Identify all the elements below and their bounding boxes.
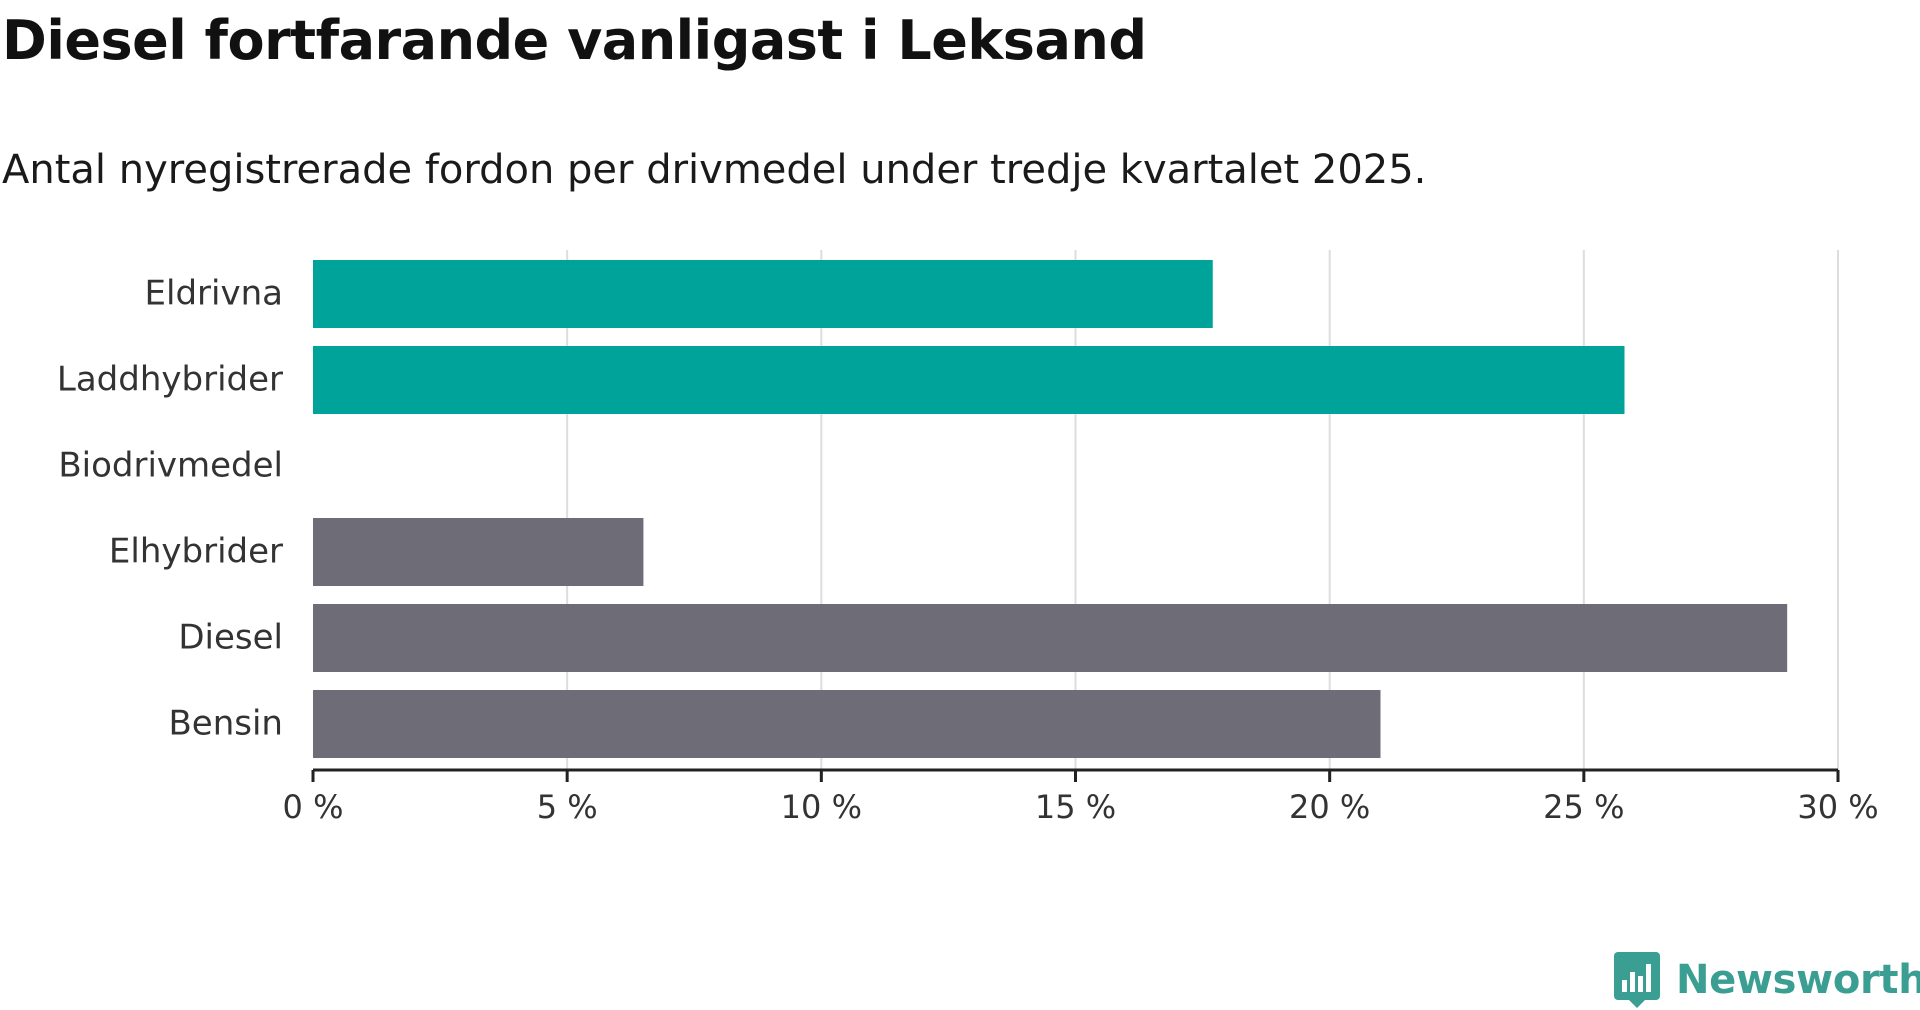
bar-laddhybrider — [313, 346, 1625, 414]
bar-diesel — [313, 604, 1788, 672]
category-label: Diesel — [178, 618, 283, 658]
chart-title: Diesel fortfarande vanligast i Leksand — [2, 9, 1147, 72]
category-label: Biodrivmedel — [58, 446, 283, 486]
chart-subtitle: Antal nyregistrerade fordon per drivmede… — [2, 147, 1427, 193]
category-label: Elhybrider — [109, 532, 283, 572]
bar-elhybrider — [313, 518, 644, 586]
x-tick-label: 0 % — [283, 788, 344, 826]
bars — [313, 260, 1788, 758]
category-labels: Eldrivna Laddhybrider Biodrivmedel Elhybrid… — [57, 274, 283, 744]
category-label: Eldrivna — [145, 274, 283, 314]
x-tick-label: 30 % — [1797, 788, 1878, 826]
gridlines — [566, 250, 1839, 770]
x-tick-label: 25 % — [1543, 788, 1624, 826]
category-label: Laddhybrider — [57, 360, 283, 400]
x-tick-label: 20 % — [1289, 788, 1370, 826]
category-label: Bensin — [168, 704, 283, 744]
bar-chart-icon — [1614, 952, 1660, 1008]
bar-chart: Eldrivna Laddhybrider Biodrivmedel Elhybrid… — [57, 250, 1879, 826]
x-tick-label: 15 % — [1035, 788, 1116, 826]
x-tick-label: 5 % — [537, 788, 598, 826]
x-tick-label: 10 % — [781, 788, 862, 826]
bar-eldrivna — [313, 260, 1213, 328]
bar-bensin — [313, 690, 1381, 758]
newsworthy-logo: Newsworthy — [1612, 950, 1920, 1010]
brand-name: Newsworthy — [1676, 957, 1920, 1003]
x-axis-ticks: 0 % 5 % 10 % 15 % 20 % 25 % 30 % — [283, 770, 1879, 826]
